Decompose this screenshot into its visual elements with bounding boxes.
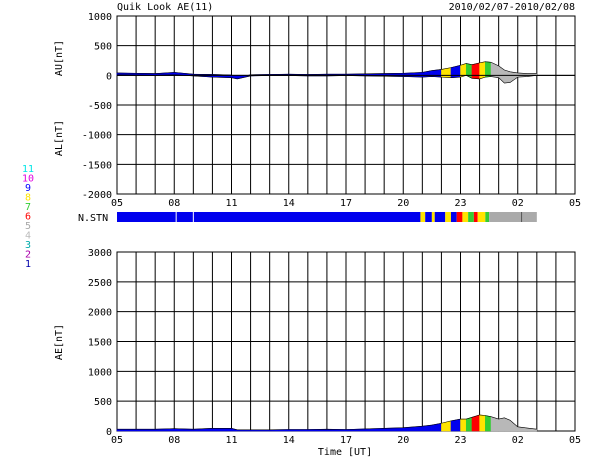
x-tick-label: 11: [225, 435, 237, 446]
nstn-strip: N.STN: [78, 212, 537, 224]
y-tick-label: 2000: [88, 308, 112, 319]
x-tick-label: 08: [168, 435, 180, 446]
y-axis-label-au: AU[nT]: [54, 40, 65, 76]
x-tick-label: 20: [397, 198, 409, 209]
y-tick-label: 1000: [88, 367, 112, 378]
legend-station-10: 10: [22, 174, 34, 185]
x-tick-label: 05: [111, 198, 123, 209]
nstn-segment: [489, 212, 537, 222]
y-tick-label: 500: [94, 397, 112, 408]
ae-series-segment: [465, 416, 473, 432]
nstn-segment: [468, 212, 474, 222]
ae-series-line: [117, 414, 537, 431]
date-range: 2010/02/07-2010/02/08: [449, 2, 575, 13]
x-tick-label: 02: [512, 435, 524, 446]
x-tick-label: 05: [569, 198, 581, 209]
au-series-segment: [450, 64, 461, 76]
x-tick-label: 17: [340, 435, 352, 446]
y-tick-label: -1500: [82, 160, 112, 171]
y-tick-label: 3000: [88, 248, 112, 259]
y-tick-label: 0: [106, 71, 112, 82]
nstn-segment: [431, 212, 435, 222]
y-tick-label: 1500: [88, 338, 112, 349]
x-tick-label: 17: [340, 198, 352, 209]
au-series-line: [116, 61, 537, 79]
plot-frame: [116, 15, 576, 195]
legend-station-3: 3: [25, 240, 31, 251]
nstn-segment: [456, 212, 463, 222]
ae-series-segment: [479, 414, 486, 432]
ae-series-segment: [212, 428, 232, 432]
nstn-segment: [425, 212, 432, 222]
legend-station-7: 7: [25, 202, 31, 213]
x-tick-label: 14: [283, 435, 295, 446]
x-tick-label: 02: [512, 198, 524, 209]
y-tick-label: 2500: [88, 278, 112, 289]
nstn-segment: [450, 212, 457, 222]
nstn-segment: [117, 212, 421, 222]
y-axis-label-ae: AE[nT]: [54, 324, 65, 360]
legend-station-11: 11: [22, 164, 34, 175]
y-tick-label: 500: [94, 42, 112, 53]
ae-series-segment: [471, 414, 480, 432]
nstn-segment: [473, 212, 478, 222]
x-tick-label: 23: [454, 435, 466, 446]
x-tick-label: 14: [283, 198, 295, 209]
legend-station-6: 6: [25, 212, 31, 223]
legend-station-1: 1: [25, 259, 31, 270]
y-tick-label: -2000: [82, 190, 112, 201]
x-tick-label: 20: [397, 435, 409, 446]
ae-series-segment: [498, 417, 505, 432]
x-tick-label: 08: [168, 198, 180, 209]
au-series-segment: [485, 61, 492, 76]
au-series-segment: [498, 65, 505, 76]
x-axis-label: Time [UT]: [318, 447, 372, 458]
y-tick-label: -1000: [82, 131, 112, 142]
legend-station-2: 2: [25, 250, 31, 261]
x-tick-label: 05: [111, 435, 123, 446]
legend-station-5: 5: [25, 221, 31, 232]
y-tick-label: -500: [88, 101, 112, 112]
legend-station-8: 8: [25, 193, 31, 204]
al-series-segment: [504, 75, 511, 84]
al-series-line: [116, 74, 537, 84]
nstn-segment: [462, 212, 469, 222]
legend-station-9: 9: [25, 183, 31, 194]
x-tick-label: 23: [454, 198, 466, 209]
ae-series-segment: [460, 418, 467, 432]
y-tick-label: 1000: [88, 12, 112, 23]
nstn-segment: [477, 212, 486, 222]
nstn-segment: [485, 212, 490, 222]
nstn-segment: [445, 212, 451, 222]
ae-series-segment: [485, 415, 492, 432]
nstn-segment: [420, 212, 426, 222]
au-series-segment: [471, 62, 480, 76]
nstn-label: N.STN: [78, 213, 108, 224]
chart-title: Quik Look AE(11): [117, 2, 213, 13]
au-series-segment: [465, 63, 473, 76]
nstn-segment: [434, 212, 446, 222]
y-tick-label: 0: [106, 427, 112, 438]
x-tick-label: 05: [569, 435, 581, 446]
y-axis-label-al: AL[nT]: [54, 120, 65, 156]
ae-series-segment: [441, 420, 452, 432]
legend-station-4: 4: [25, 231, 31, 242]
au-series-segment: [479, 61, 486, 76]
x-tick-label: 11: [225, 198, 237, 209]
